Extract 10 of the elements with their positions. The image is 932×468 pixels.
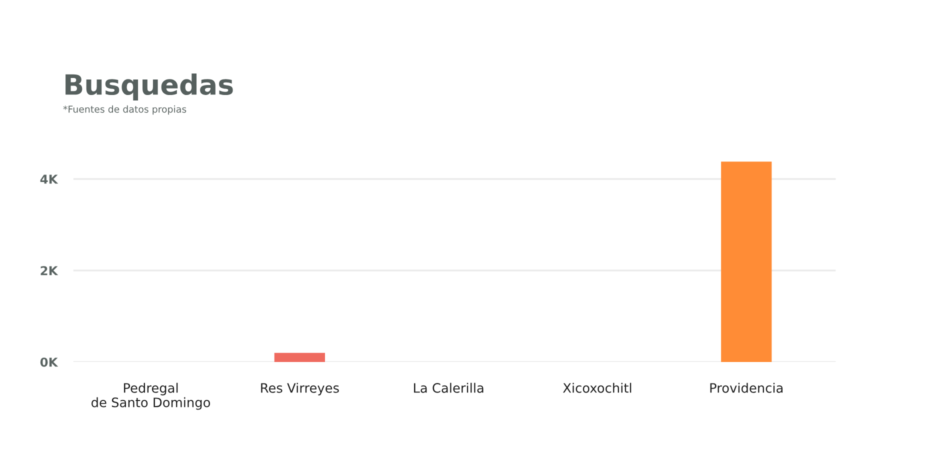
x-tick-label: Res Virreyes [261, 382, 339, 396]
y-tick-label: 4K [40, 174, 58, 184]
x-tick-label: La Calerilla [414, 382, 484, 393]
x-tick-label: Xicoxochitl [563, 382, 632, 393]
x-tick-label: Pedregal de Santo Domingo [92, 382, 210, 410]
y-tick-label: 0K [40, 358, 58, 367]
y-tick-label: 2K [40, 266, 58, 276]
chart-title: Busquedas [66, 74, 233, 100]
chart-subtitle: *Fuentes de datos propias [63, 105, 186, 115]
x-tick-label: Providencia [710, 382, 783, 393]
